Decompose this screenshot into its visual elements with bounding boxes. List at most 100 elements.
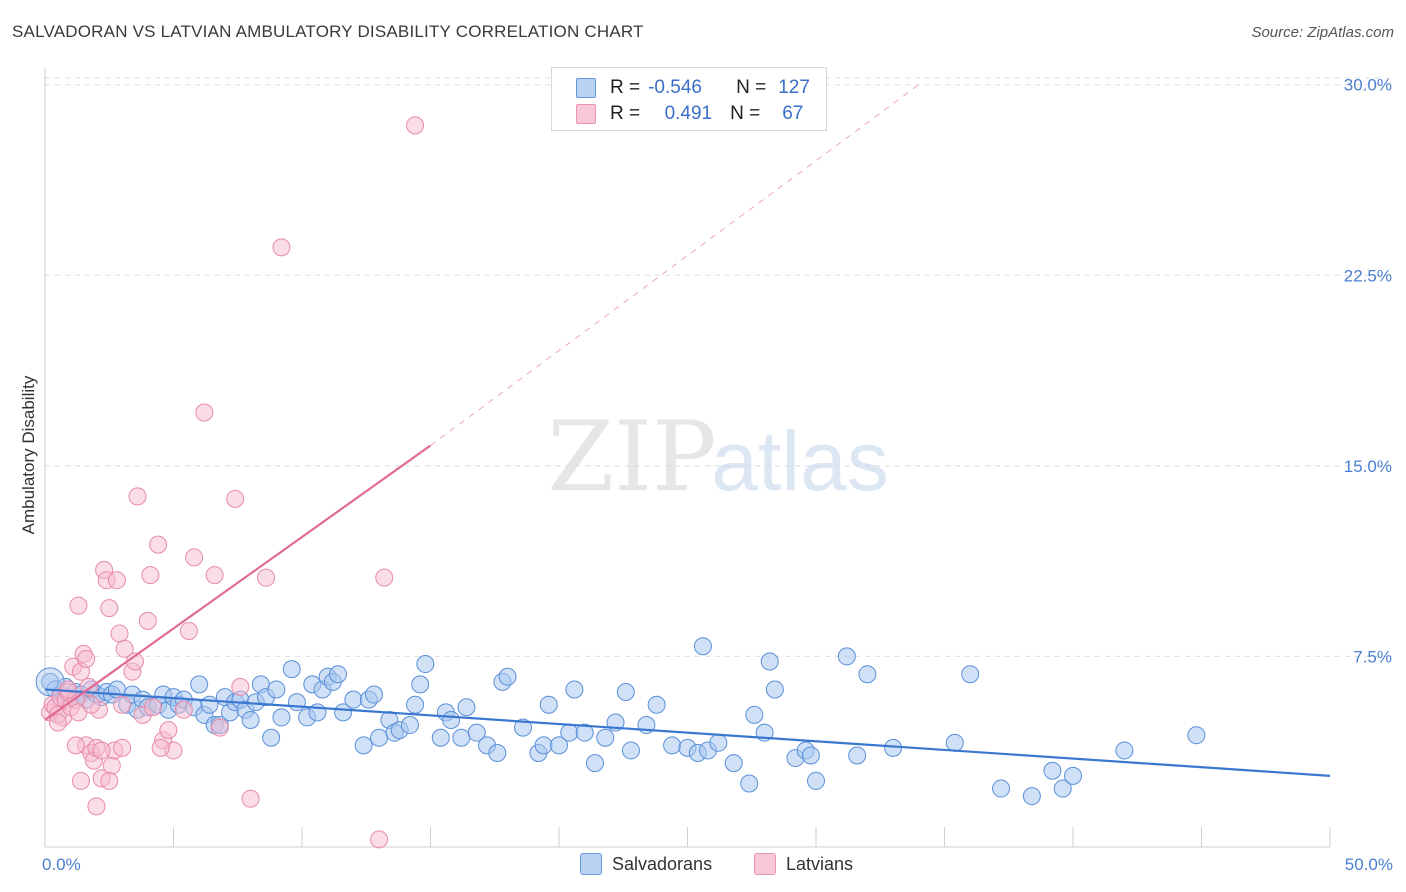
salvadoran-point — [760, 652, 779, 671]
x-tick-label: 50.0% — [1345, 855, 1393, 874]
latvian-point — [159, 721, 178, 740]
salvadoran-point — [370, 728, 389, 747]
salvadoran-point — [740, 774, 759, 793]
latvian-point — [210, 718, 229, 737]
latvian-point — [138, 611, 157, 630]
latvian-point — [113, 738, 132, 757]
salvadoran-point — [801, 746, 820, 765]
grid-layer — [45, 77, 1392, 657]
latvian-point — [406, 116, 425, 135]
salvadoran-point — [647, 695, 666, 714]
salvadoran-point — [287, 693, 306, 712]
salvadoran-point — [354, 736, 373, 755]
latvian-point — [77, 649, 96, 668]
x-tick-label: 0.0% — [42, 855, 81, 874]
latvian-point — [66, 736, 85, 755]
salvadoran-point — [534, 736, 553, 755]
salvadoran-point — [241, 710, 260, 729]
salvadoran-point — [724, 754, 743, 773]
latvian-point — [113, 695, 132, 714]
watermark: ZIP atlas — [547, 401, 888, 513]
latvian-trend-line — [44, 444, 432, 721]
labels-layer: 7.5% 15.0% 22.5% 30.0% 0.0% 50.0% Ambulatory D… — [19, 76, 1393, 874]
salvadoran-point — [282, 660, 301, 679]
salvadoran-point — [457, 698, 476, 717]
salvadoran-swatch — [580, 853, 602, 875]
salvadoran-point — [709, 733, 728, 752]
latvian-point — [82, 695, 101, 714]
salvadoran-point — [539, 695, 558, 714]
salvadoran-point — [1022, 787, 1041, 806]
salvadoran-point — [621, 741, 640, 760]
salvadoran-point — [616, 683, 635, 701]
salvadoran-point — [334, 703, 353, 722]
salvadoran-point — [488, 743, 507, 762]
legend-r-value: -0.546 — [648, 77, 702, 98]
salvadoran-point — [272, 708, 291, 727]
latvian-point — [205, 566, 224, 585]
legend-n-label: N = — [736, 77, 767, 98]
salvadoran-point — [267, 680, 286, 699]
salvadoran-point — [1043, 761, 1062, 780]
salvadoran-point — [560, 723, 579, 742]
salvadoran-swatch — [576, 78, 596, 98]
latvian-point — [185, 548, 204, 567]
latvian-point — [100, 771, 119, 790]
salvadoran-point — [467, 723, 486, 742]
salvadoran-point — [585, 754, 604, 773]
legend-row-salvadoran: R = -0.546 N = 127 — [576, 76, 810, 100]
latvian-point — [128, 487, 147, 506]
latvian-point — [102, 756, 121, 775]
salvadoran-point — [848, 746, 867, 765]
latvian-point — [241, 789, 260, 808]
legend-item-latvians[interactable]: Latvians — [754, 852, 853, 876]
latvian-point — [149, 535, 168, 554]
salvadoran-point — [807, 771, 825, 790]
legend-row-latvian: R = 0.491 N = 67 — [576, 102, 803, 126]
salvadoran-point — [1064, 766, 1082, 785]
chart-source: Source: ZipAtlas.com — [1251, 24, 1394, 41]
legend-n-label: N = — [730, 103, 761, 124]
salvadoran-point — [663, 736, 682, 755]
salvadoran-point — [190, 675, 209, 694]
legend-r-label: R = — [610, 77, 641, 98]
trend-layer — [44, 84, 1331, 777]
salvadoran-point — [200, 695, 219, 714]
salvadoran-point — [514, 718, 533, 737]
salvadoran-point — [400, 716, 419, 735]
legend-r-label: R = — [610, 103, 641, 124]
salvadoran-point — [693, 637, 712, 656]
salvadoran-point — [961, 665, 980, 684]
latvian-trend-extension — [430, 84, 920, 446]
salvadoran-point — [765, 680, 784, 699]
y-tick-label: 22.5% — [1344, 266, 1392, 285]
salvadoran-point — [262, 728, 281, 747]
latvian-swatch — [754, 853, 776, 875]
salvadoran-point — [442, 710, 461, 729]
latvian-point — [69, 596, 88, 615]
salvadoran-point — [416, 655, 435, 674]
latvian-point — [71, 771, 90, 790]
salvadoran-point — [431, 728, 450, 747]
latvian-point — [195, 403, 214, 422]
salvadoran-point — [565, 680, 584, 699]
salvadoran-point — [745, 705, 764, 724]
y-axis-label: Ambulatory Disability — [19, 375, 38, 534]
latvian-swatch — [576, 104, 596, 124]
legend-label: Salvadorans — [612, 853, 713, 874]
salvadoran-point — [992, 779, 1011, 798]
latvian-point — [110, 624, 129, 643]
salvadoran-point — [364, 685, 383, 704]
latvian-point — [59, 680, 78, 699]
salvadoran-point — [945, 733, 964, 752]
salvadoran-point — [575, 723, 594, 742]
correlation-legend: R = -0.546 N = 127 R = 0.491 N = 67 — [551, 67, 827, 131]
latvian-point — [257, 568, 276, 587]
salvadoran-point — [498, 667, 517, 686]
legend-item-salvadorans[interactable]: Salvadorans — [580, 852, 712, 876]
latvian-point — [92, 741, 111, 760]
latvian-point — [48, 713, 67, 732]
salvadoran-point — [596, 728, 615, 747]
latvian-point — [272, 238, 291, 257]
